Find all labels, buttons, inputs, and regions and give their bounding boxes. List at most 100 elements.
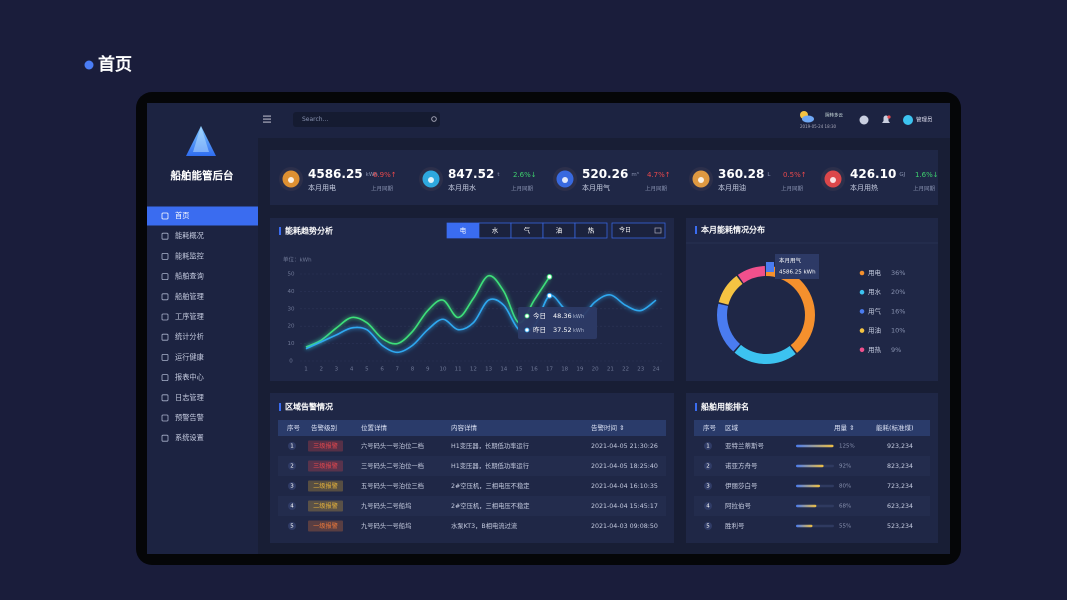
- table-cell: 2: [290, 464, 294, 470]
- usage-label: 68%: [839, 504, 851, 510]
- rank-badge: [288, 502, 296, 510]
- legend-label: 用气: [868, 306, 882, 315]
- x-tick-label: 4: [350, 367, 354, 373]
- menu-item[interactable]: 船舶查询: [175, 272, 204, 281]
- x-tick-label: 23: [637, 367, 644, 373]
- x-tick-label: 21: [607, 367, 614, 373]
- table-cell: 1: [290, 444, 294, 450]
- table-cell: 六号码头一号泊位二档: [361, 441, 424, 450]
- kpi-icon-core: [428, 177, 434, 183]
- menu-item[interactable]: 统计分析: [175, 332, 204, 341]
- table-header-cell: 位置详情: [361, 423, 388, 432]
- usage-bar: [796, 524, 813, 528]
- tooltip: [518, 307, 597, 339]
- menu-item[interactable]: 报表中心: [175, 373, 204, 382]
- tab-label: 气: [524, 226, 531, 235]
- kpi-compare: 上月同期: [645, 185, 668, 193]
- table-cell: 2021-04-04 15:45:17: [591, 503, 658, 510]
- table-header-cell: 序号: [703, 423, 717, 432]
- table-cell: 阿拉伯号: [725, 501, 752, 510]
- user-name[interactable]: 管理员: [916, 116, 933, 124]
- panel-title: 本月能耗情况分布: [700, 225, 765, 235]
- menu-icon: [161, 273, 169, 281]
- panel-title: 船舶用能排名: [701, 402, 749, 412]
- usage-label: 125%: [839, 444, 855, 450]
- title-bar: [279, 227, 281, 235]
- y-tick-label: 50: [288, 272, 295, 278]
- menu-item[interactable]: 能耗概况: [175, 231, 204, 240]
- avatar[interactable]: [903, 115, 913, 125]
- table-cell: 二级报警: [313, 502, 338, 510]
- bell-dot: [887, 115, 891, 119]
- menu-item[interactable]: 预警告警: [175, 413, 204, 422]
- kpi-icon-core: [698, 177, 704, 183]
- menu-item[interactable]: 日志管理: [175, 393, 204, 402]
- legend-dot: [859, 309, 865, 314]
- x-tick-label: 13: [485, 367, 492, 373]
- x-tick-label: 6: [380, 367, 384, 373]
- search-icon[interactable]: [431, 116, 437, 122]
- kpi-label: 本月用电: [308, 183, 336, 192]
- tab-label: 热: [588, 226, 595, 235]
- tooltip-unit: kWh: [573, 328, 584, 334]
- kpi-icon-core: [562, 177, 568, 183]
- table-cell: 5: [290, 524, 294, 530]
- tooltip-value: 48.36: [553, 312, 572, 320]
- menu-item[interactable]: 系统设置: [175, 433, 204, 442]
- search-placeholder: Search...: [302, 116, 328, 123]
- series-line: [305, 294, 657, 354]
- table-cell: 2021-04-05 18:25:40: [591, 463, 658, 470]
- menu-item[interactable]: 船舶管理: [175, 292, 204, 301]
- menu-icon: [161, 374, 169, 382]
- menu-item[interactable]: 运行健康: [175, 352, 204, 361]
- x-tick-label: 5: [365, 367, 369, 373]
- tooltip-value: 37.52: [553, 326, 572, 334]
- menu-icon: [161, 414, 169, 422]
- x-tick-label: 24: [653, 367, 660, 373]
- x-tick-label: 3: [335, 367, 339, 373]
- tooltip: [775, 254, 819, 279]
- table-cell: H1变压器，长期低功率运行: [451, 441, 530, 450]
- help-icon[interactable]: [859, 115, 869, 125]
- kpi-unit: L: [767, 172, 771, 178]
- table-header-cell: 告警时间 ⇕: [591, 423, 625, 432]
- table-cell: 三级报警: [313, 442, 338, 450]
- table-row-bg: [278, 496, 666, 516]
- menu-icon[interactable]: [263, 115, 271, 123]
- table-cell: 2021-04-03 09:08:50: [591, 523, 658, 530]
- kpi-value-line: 520.26 m³: [582, 167, 639, 181]
- table-header-cell: 区域: [725, 423, 739, 432]
- menu-item[interactable]: 能耗监控: [175, 251, 204, 260]
- rank-badge: [704, 522, 712, 530]
- menu-item[interactable]: 工序管理: [175, 312, 204, 321]
- x-tick-label: 15: [516, 367, 523, 373]
- highlight-point: [546, 274, 553, 280]
- tooltip-name: 今日: [533, 311, 546, 320]
- usage-label: 55%: [839, 524, 851, 530]
- tab[interactable]: [574, 222, 608, 239]
- table-header-cell: 能耗(标准煤): [876, 423, 914, 432]
- kpi-value: 360.28: [718, 167, 764, 181]
- panel-title: 区域告警情况: [285, 402, 333, 412]
- menu-icon: [161, 313, 169, 321]
- menu-item[interactable]: 首页: [175, 211, 189, 220]
- level-badge: [308, 460, 343, 472]
- kpi-label: 本月用热: [850, 183, 878, 192]
- legend-label: 用油: [868, 326, 881, 335]
- selector-icon: [654, 227, 662, 234]
- kpi-label: 本月用水: [448, 183, 476, 192]
- x-tick-label: 16: [531, 367, 538, 373]
- legend-dot: [859, 270, 865, 276]
- kpi-compare: 上月同期: [781, 185, 804, 193]
- legend-dot: [859, 289, 865, 295]
- selector[interactable]: [611, 222, 666, 239]
- rank-badge: [704, 502, 712, 510]
- kpi-change: 0.5%↑: [783, 171, 807, 179]
- table-cell: 胜利号: [725, 521, 745, 530]
- menu-icon: [161, 232, 169, 240]
- x-tick-label: 18: [561, 367, 568, 373]
- x-tick-label: 2: [319, 367, 323, 373]
- search-box[interactable]: [293, 112, 440, 127]
- legend-value: 16%: [891, 307, 905, 315]
